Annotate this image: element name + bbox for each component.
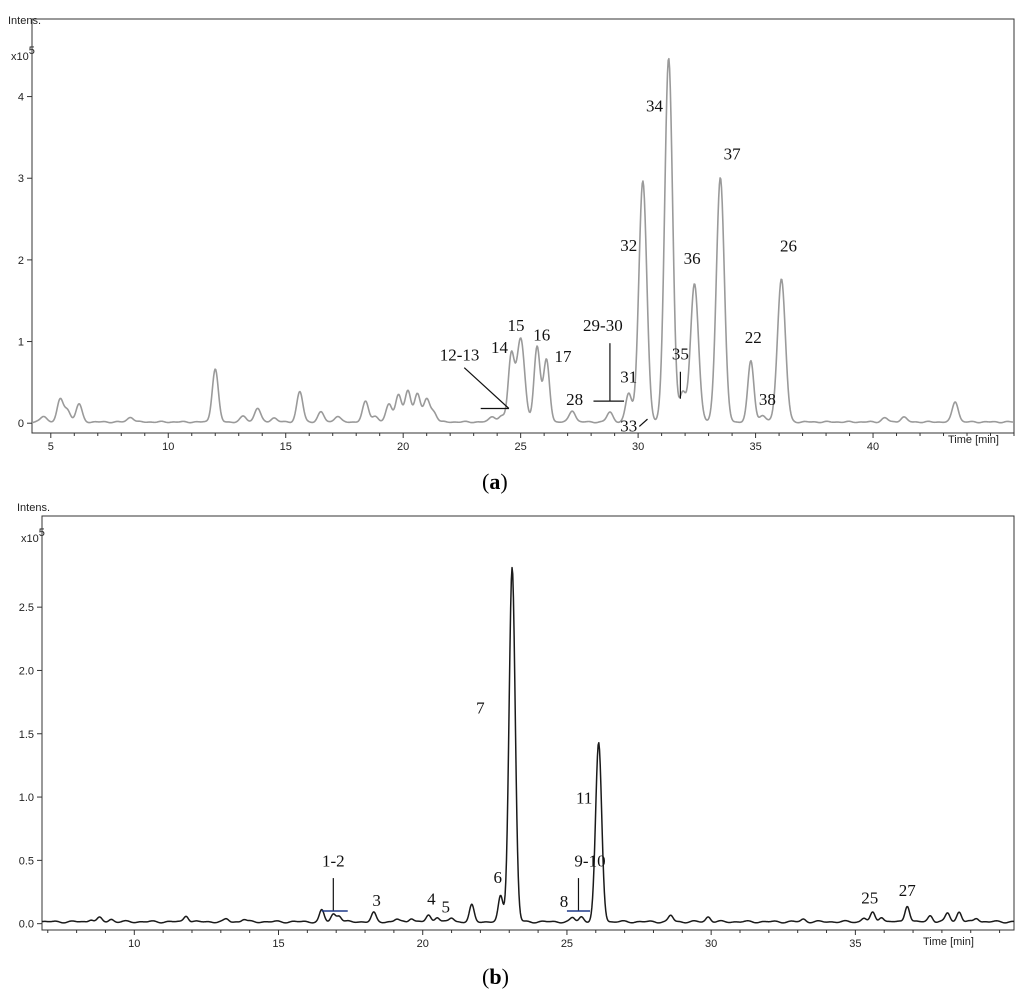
panel-b-peak-label: 3 bbox=[372, 891, 381, 910]
panel-a-peak-label: 38 bbox=[759, 390, 776, 409]
panel-a-xtick-label: 25 bbox=[515, 441, 527, 453]
panel-b-ytick-label: 1.0 bbox=[19, 792, 34, 804]
panel-a-peak-label: 36 bbox=[684, 249, 701, 268]
panel-b-plot: 10 15 20 25 30 350.00.51.01.52.02.57111-269-1… bbox=[19, 515, 1015, 950]
panel-b-peak-label: 7 bbox=[476, 699, 485, 718]
panel-a-xtick-label: 10 bbox=[162, 441, 174, 453]
panel-b-peak-label: 8 bbox=[560, 892, 569, 911]
panel-b-ylabel: Intens. bbox=[17, 502, 50, 514]
panel-a-ytick-label: 4 bbox=[18, 92, 24, 104]
panel-a-ylabel: Intens. bbox=[8, 15, 41, 27]
panel-a-ytick-label: 2 bbox=[18, 255, 24, 267]
panel-b-xtick-label: 10 bbox=[128, 938, 140, 950]
panel-a-peak-label: 22 bbox=[745, 328, 762, 347]
panel-a-xtick-label: 35 bbox=[749, 441, 761, 453]
panel-b-frame bbox=[41, 515, 1015, 931]
panel-a: Intens. x105 Time [min] (a) bbox=[8, 15, 999, 494]
panel-b-peak-label: 6 bbox=[493, 868, 502, 887]
panel-b-peak-label: 5 bbox=[442, 897, 451, 916]
panel-a-trace bbox=[31, 57, 1015, 424]
panel-a-xtick-label: 20 bbox=[397, 441, 409, 453]
panel-a-ytick-label: 3 bbox=[18, 173, 24, 185]
panel-a-yscale: x105 bbox=[11, 45, 35, 63]
panel-b-xtick-label: 35 bbox=[849, 938, 861, 950]
panel-a-peak-label: 28 bbox=[566, 390, 583, 409]
panel-a-caption: (a) bbox=[482, 469, 508, 494]
panel-b-yscale: x105 bbox=[21, 527, 45, 545]
panel-a-peak-label: 26 bbox=[780, 237, 797, 256]
panel-b-peak-label: 9-10 bbox=[574, 852, 605, 871]
panel-b-xlabel: Time [min] bbox=[923, 936, 974, 948]
panel-a-peak-label: 35 bbox=[672, 345, 689, 364]
panel-b-peak-label: 4 bbox=[427, 890, 436, 909]
panel-b-ytick-label: 0.0 bbox=[19, 919, 34, 931]
panel-a-leader-12-13 bbox=[463, 367, 510, 409]
panel-a-xtick-label: 30 bbox=[632, 441, 644, 453]
panel-a-ytick-label: 0 bbox=[18, 418, 24, 430]
panel-b-ytick-label: 2.5 bbox=[19, 602, 34, 614]
panel-b-ytick-label: 0.5 bbox=[19, 855, 34, 867]
panel-a-xtick-label: 5 bbox=[48, 441, 54, 453]
panel-b-peak-label: 27 bbox=[899, 881, 917, 900]
panel-b-xtick-label: 20 bbox=[417, 938, 429, 950]
panel-b: Intens. x105 Time [min] (b) bbox=[17, 502, 974, 989]
panel-b-ytick-label: 2.0 bbox=[19, 665, 34, 677]
panel-a-peak-label: 29-30 bbox=[583, 316, 623, 335]
panel-b-xtick-label: 30 bbox=[705, 938, 717, 950]
panel-a-peak-label: 33 bbox=[620, 416, 637, 435]
panel-a-peak-label: 14 bbox=[491, 338, 509, 357]
panel-a-ytick-label: 1 bbox=[18, 337, 24, 349]
panel-a-xlabel: Time [min] bbox=[948, 434, 999, 446]
panel-a-peak-label: 15 bbox=[507, 316, 524, 335]
panel-b-xtick-label: 15 bbox=[272, 938, 284, 950]
panel-a-xtick-label: 15 bbox=[280, 441, 292, 453]
panel-a-peak-label: 34 bbox=[646, 96, 664, 115]
panel-a-peak-label: 31 bbox=[620, 367, 637, 386]
panel-b-ytick-label: 1.5 bbox=[19, 729, 34, 741]
panel-a-leader-33 bbox=[638, 418, 648, 427]
panel-b-xtick-label: 25 bbox=[561, 938, 573, 950]
panel-a-frame bbox=[31, 18, 1015, 434]
panel-a-peak-label: 17 bbox=[554, 347, 572, 366]
panel-b-peak-label: 1-2 bbox=[322, 852, 345, 871]
panel-b-peak-label: 25 bbox=[861, 888, 878, 907]
panel-b-caption: (b) bbox=[482, 964, 509, 989]
panel-b-peak-label: 11 bbox=[576, 788, 592, 807]
panel-a-peak-label: 16 bbox=[533, 326, 550, 345]
panel-b-trace bbox=[41, 566, 1015, 924]
panel-a-xtick-label: 40 bbox=[867, 441, 879, 453]
panel-a-peak-label: 37 bbox=[724, 144, 742, 163]
panel-a-peak-label: 32 bbox=[620, 236, 637, 255]
panel-a-peak-label: 12-13 bbox=[440, 345, 480, 364]
